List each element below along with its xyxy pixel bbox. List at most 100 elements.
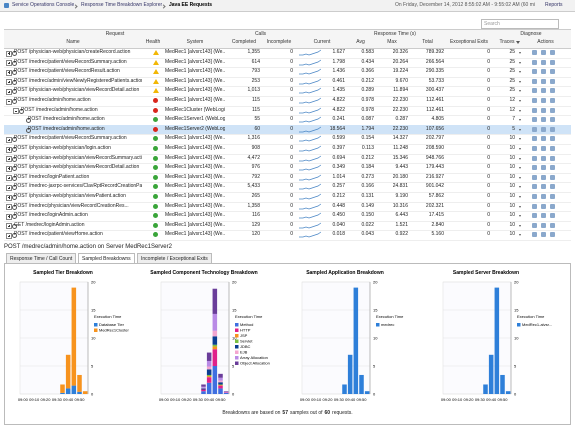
column-header[interactable]: Exceptional Exits <box>449 39 489 45</box>
expand-toggle[interactable] <box>6 213 12 220</box>
action-icon[interactable] <box>550 88 555 94</box>
traces-dropdown[interactable] <box>519 90 521 93</box>
column-header[interactable]: Traces <box>499 39 515 45</box>
expand-toggle[interactable] <box>6 146 12 153</box>
action-icon[interactable] <box>541 165 546 171</box>
table-row[interactable]: POST /medrec/loginAdmin.action MedRec1 [a… <box>4 211 571 222</box>
action-icon[interactable] <box>532 222 537 228</box>
action-icon[interactable] <box>532 174 537 180</box>
action-icon[interactable] <box>550 174 555 180</box>
expand-toggle[interactable] <box>6 223 12 230</box>
table-row[interactable]: POST /medrec/patient/viewRecordSummary.a… <box>4 58 571 69</box>
action-icon[interactable] <box>550 98 555 103</box>
action-icon[interactable] <box>541 126 546 132</box>
action-icon[interactable] <box>532 50 537 55</box>
tab[interactable]: Response Time / Call Count <box>6 253 77 264</box>
action-icon[interactable] <box>550 146 555 151</box>
action-icon[interactable] <box>550 50 555 55</box>
expand-toggle[interactable] <box>6 156 12 163</box>
breadcrumb-item[interactable]: Response Time Breakdown Explorer <box>81 2 163 8</box>
column-header[interactable]: Health <box>145 39 161 45</box>
table-row[interactable]: POST /medrec/physician/viewRecordCreatio… <box>4 202 571 213</box>
traces-dropdown[interactable] <box>519 138 521 141</box>
table-row[interactable]: POST /physician-web/physician/viewPatien… <box>4 192 571 203</box>
column-header[interactable]: Incomplete <box>266 39 292 45</box>
traces-dropdown[interactable] <box>519 80 521 83</box>
traces-dropdown[interactable] <box>519 234 521 237</box>
action-icon[interactable] <box>541 136 546 142</box>
column-header[interactable]: System <box>186 39 204 45</box>
expand-toggle[interactable] <box>6 194 12 201</box>
traces-dropdown[interactable] <box>519 71 521 74</box>
table-row[interactable]: POST /physician-web/physician/viewRecord… <box>4 163 571 174</box>
action-icon[interactable] <box>532 194 537 199</box>
action-icon[interactable] <box>550 117 555 123</box>
tab[interactable]: Incomplete / Exceptional Exits <box>137 253 212 264</box>
table-row[interactable]: POST /medrec/admin/home.action MedRec1Clu… <box>4 106 571 117</box>
action-icon[interactable] <box>550 194 555 199</box>
column-header[interactable]: Current <box>313 39 331 45</box>
action-icon[interactable] <box>541 232 546 238</box>
action-icon[interactable] <box>550 126 555 132</box>
table-row[interactable]: POST /medrec/admin/home.action MedRec1 [a… <box>4 96 571 107</box>
action-icon[interactable] <box>541 69 546 75</box>
action-icon[interactable] <box>541 107 546 113</box>
action-icon[interactable] <box>550 184 555 190</box>
column-header[interactable]: Max <box>387 39 397 45</box>
action-icon[interactable] <box>541 98 546 103</box>
action-icon[interactable] <box>550 213 555 219</box>
action-icon[interactable] <box>541 50 546 55</box>
action-icon[interactable] <box>532 165 537 171</box>
table-row[interactable]: POST /physician-web/physician/viewRecord… <box>4 86 571 97</box>
search-box[interactable]: Search <box>481 19 559 29</box>
action-icon[interactable] <box>550 107 555 113</box>
table-row[interactable]: POST /medrec/admin/viewNewlyRegisteredPa… <box>4 77 571 88</box>
traces-dropdown[interactable] <box>519 205 521 208</box>
action-icon[interactable] <box>550 155 555 161</box>
action-icon[interactable] <box>541 174 546 180</box>
table-row[interactable]: POST /physician-web/physician/login.acti… <box>4 144 571 155</box>
expand-toggle[interactable] <box>6 175 12 182</box>
action-icon[interactable] <box>532 88 537 94</box>
table-row[interactable]: POST /medrec/patient/viewHome.action MedR… <box>4 230 571 241</box>
reports-button[interactable]: Reports <box>545 2 563 8</box>
action-icon[interactable] <box>532 136 537 142</box>
action-icon[interactable] <box>541 213 546 219</box>
action-icon[interactable] <box>532 126 537 132</box>
action-icon[interactable] <box>541 88 546 94</box>
table-row[interactable]: POST /medrec/patient/viewRecordSummary.a… <box>4 134 571 145</box>
action-icon[interactable] <box>541 184 546 190</box>
breadcrumb-item[interactable]: Service Operations Console <box>12 2 75 8</box>
action-icon[interactable] <box>550 78 555 84</box>
action-icon[interactable] <box>541 59 546 65</box>
traces-dropdown[interactable] <box>519 215 521 218</box>
column-header[interactable]: Total <box>422 39 433 45</box>
action-icon[interactable] <box>532 232 537 238</box>
action-icon[interactable] <box>550 69 555 75</box>
tab[interactable]: Sampled Breakdowns <box>78 253 135 264</box>
table-row[interactable]: POST /physician-web/physician/createReco… <box>4 48 571 59</box>
action-icon[interactable] <box>550 222 555 228</box>
action-icon[interactable] <box>532 203 537 209</box>
action-icon[interactable] <box>541 155 546 161</box>
table-row[interactable]: POST /medrec/loginPatient.action MedRec1 … <box>4 173 571 184</box>
traces-dropdown[interactable] <box>519 128 521 131</box>
traces-dropdown[interactable] <box>519 167 521 170</box>
traces-dropdown[interactable] <box>519 196 521 198</box>
expand-toggle[interactable] <box>6 165 12 172</box>
action-icon[interactable] <box>532 107 537 113</box>
table-row[interactable]: POST /medrec/admin/home.action MedRec1Ser… <box>4 124 571 136</box>
expand-toggle[interactable] <box>6 69 12 76</box>
action-icon[interactable] <box>532 98 537 103</box>
action-icon[interactable] <box>532 146 537 151</box>
action-icon[interactable] <box>532 78 537 84</box>
action-icon[interactable] <box>541 78 546 84</box>
action-icon[interactable] <box>532 213 537 219</box>
action-icon[interactable] <box>532 117 537 123</box>
expand-toggle[interactable] <box>13 108 19 115</box>
column-header[interactable]: Actions <box>537 39 554 45</box>
table-row[interactable]: POST /medrec/patient/viewRecordResult.ac… <box>4 67 571 78</box>
column-header[interactable]: Completed <box>231 39 257 45</box>
column-header[interactable]: Avg <box>356 39 365 45</box>
action-icon[interactable] <box>550 165 555 171</box>
